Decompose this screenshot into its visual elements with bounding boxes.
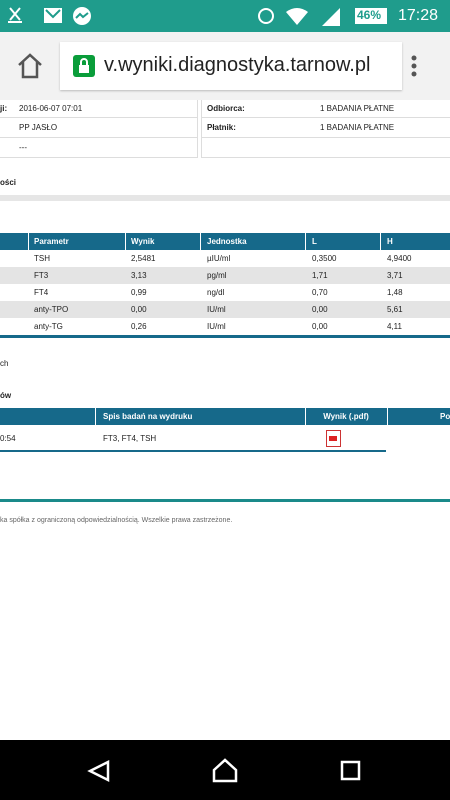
url-text: v.wyniki.diagnostyka.tarnow.pl [104,54,371,76]
info-label: Odbiorca: [207,104,245,113]
table-cell: 0,00 [131,305,147,314]
table-cell: 5,61 [387,305,403,314]
table-cell: IU/ml [207,322,226,331]
nav-buttons[interactable] [0,740,450,800]
url-bar[interactable]: v.wyniki.diagnostyka.tarnow.pl [60,42,402,90]
header-separator [380,233,381,250]
table-cell: 2,5481 [131,254,156,263]
section-title: ów [0,391,12,400]
table-cell: IU/ml [207,305,226,314]
header-separator [305,408,306,425]
table-cell: 0,70 [312,288,328,297]
info-value: --- [19,143,27,152]
header-separator [387,408,388,425]
table-cell: 1,48 [387,288,403,297]
table-cell: anty-TG [34,322,63,331]
nav-bar [0,740,450,800]
column-header: Wynik [131,237,155,246]
info-value: PP JASŁO [19,123,58,132]
column-header: Po [440,412,450,421]
note: ch [0,359,9,368]
column-header: Spis badań na wydruku [103,412,193,421]
header-separator [200,233,201,250]
table-header [0,233,450,250]
column-header: Jednostka [207,237,247,246]
section-bar [0,195,450,201]
section-title: ości [0,178,17,187]
header-separator [125,233,126,250]
row-tests: FT3, FT4, TSH [103,434,157,443]
table-cell: FT3 [34,271,49,280]
column-header: H [387,237,393,246]
pdf-icon-mark [329,436,337,441]
table-cell: 0,00 [312,305,328,314]
footer-text: ka spółka z ograniczoną odpowiedzialnośc… [0,517,233,524]
status-icons [8,7,387,26]
table-cell: 0,99 [131,288,147,297]
info-value: 1 BADANIA PŁATNE [320,104,395,113]
table-cell: 0,00 [312,322,328,331]
header-separator [305,233,306,250]
table-bottom-line [0,335,450,338]
info-cell [0,138,198,158]
info-cell [201,118,450,138]
info-cell [201,138,450,158]
menu-button[interactable] [408,54,420,78]
home-button[interactable] [16,52,44,80]
table-row [0,284,450,301]
info-label: Płatnik: [207,123,236,132]
info-value: 2016-06-07 07:01 [19,104,83,113]
clock: 17:28 [398,7,439,24]
table-cell: pg/ml [207,271,227,280]
table-row [0,267,450,284]
row-time: 0:54 [0,434,16,443]
header-separator [95,408,96,425]
info-cell [201,100,450,118]
table-cell: anty-TPO [34,305,69,314]
table-cell: TSH [34,254,50,263]
header-separator [28,233,29,250]
column-header: L [312,237,317,246]
table-cell: µIU/ml [207,254,231,263]
table-cell: 0,3500 [312,254,337,263]
lock-icon [73,55,95,77]
table-row [0,250,450,267]
info-label: ji: [0,104,8,113]
table-row [0,318,450,335]
column-header: Wynik (.pdf) [323,412,369,421]
table-cell: 1,71 [312,271,328,280]
info-value: 1 BADANIA PŁATNE [320,123,395,132]
toolbar: v.wyniki.diagnostyka.tarnow.pl [0,32,450,100]
table-bottom-line [0,450,386,452]
info-cell [0,100,198,118]
table-cell: FT4 [34,288,49,297]
table-cell: 3,13 [131,271,147,280]
battery-level: 46% [357,8,382,22]
column-header: Parametr [34,237,69,246]
table-row [0,301,450,318]
table-cell: 4,11 [387,322,402,331]
table-cell: 4,9400 [387,254,412,263]
status-bar: 46% 17:28 [0,0,450,32]
info-cell [0,118,198,138]
table-cell: 0,26 [131,322,147,331]
table-header [0,408,450,425]
table-cell: ng/dl [207,288,225,297]
footer-line [0,499,450,502]
table-cell: 3,71 [387,271,403,280]
